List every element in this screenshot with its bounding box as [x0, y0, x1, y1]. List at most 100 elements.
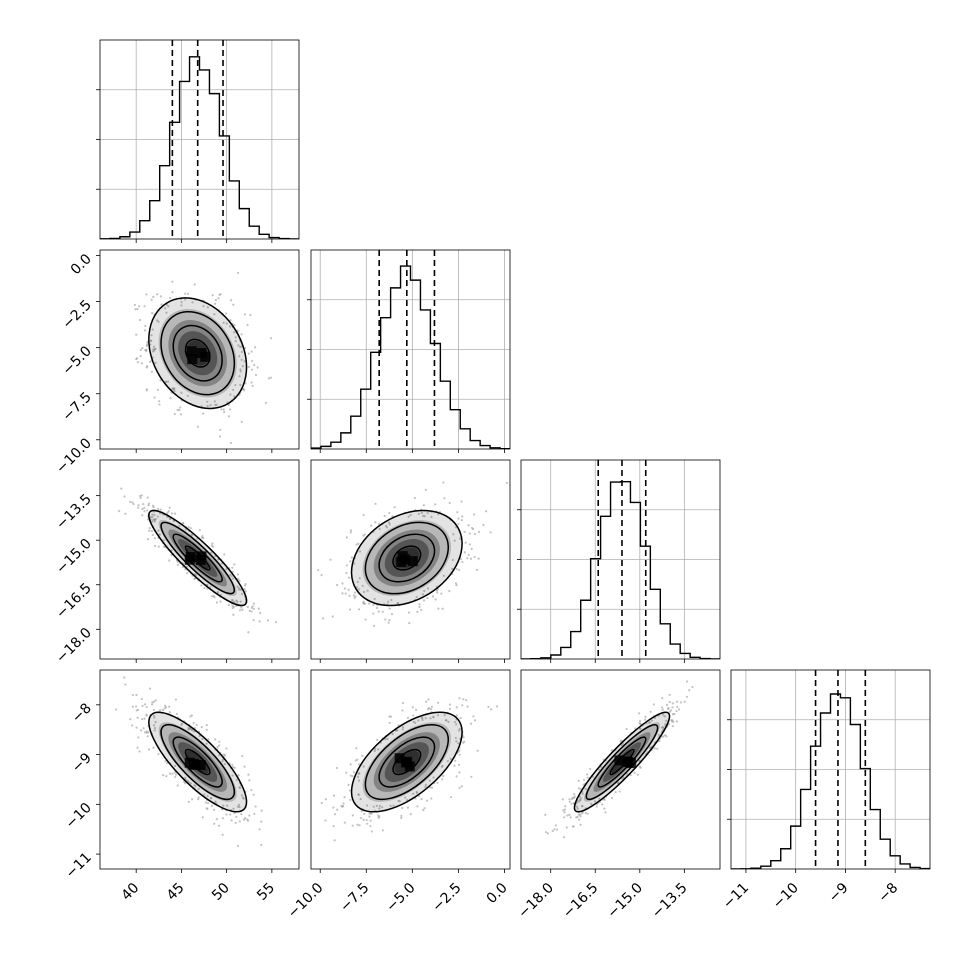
scatter-point — [232, 303, 235, 306]
scatter-point — [206, 404, 209, 408]
scatter-point — [135, 726, 138, 729]
scatter-point — [600, 803, 604, 806]
scatter-point — [477, 530, 481, 534]
scatter-point — [451, 558, 454, 562]
scatter-point — [638, 722, 641, 725]
panel-content — [320, 697, 499, 842]
scatter-point — [152, 708, 155, 711]
scatter-point — [353, 596, 356, 599]
scatter-point — [120, 487, 123, 490]
scatter-point — [487, 705, 490, 708]
scatter-point — [457, 517, 460, 520]
panel-content — [544, 680, 694, 839]
scatter-point — [363, 812, 366, 816]
contour-line — [364, 521, 450, 595]
scatter-point — [230, 299, 233, 302]
scatter-point — [131, 705, 134, 708]
scatter-point — [320, 801, 323, 805]
scatter-point — [671, 702, 674, 705]
scatter-point — [356, 775, 360, 778]
contour-line — [160, 723, 236, 801]
scatter-point — [243, 313, 247, 316]
scatter-point — [388, 511, 391, 515]
scatter-point — [370, 830, 373, 833]
scatter-point — [131, 693, 134, 697]
scatter-point — [335, 766, 338, 770]
scatter-point — [429, 717, 432, 720]
scatter-point — [426, 512, 429, 515]
scatter-point — [416, 610, 419, 613]
scatter-point — [679, 701, 683, 704]
scatter-point — [420, 798, 423, 801]
scatter-point — [422, 504, 425, 507]
scatter-point — [164, 760, 167, 763]
y-tick-label: −15.0 — [53, 536, 95, 578]
scatter-point — [443, 497, 446, 500]
scatter-point — [157, 529, 160, 532]
scatter-point — [184, 776, 187, 779]
scatter-point — [234, 340, 237, 343]
scatter-point — [397, 799, 400, 802]
scatter-point — [206, 794, 209, 798]
scatter-point — [457, 763, 461, 766]
scatter-point — [163, 307, 167, 310]
scatter-point — [463, 530, 466, 534]
scatter-point — [250, 350, 253, 353]
scatter-point — [198, 529, 201, 532]
scatter-point — [407, 611, 411, 614]
scatter-point — [140, 362, 144, 365]
scatter-point — [366, 589, 369, 592]
scatter-point — [322, 617, 325, 620]
scatter-point — [333, 813, 337, 816]
scatter-point — [226, 804, 229, 807]
scatter-point — [455, 740, 458, 743]
scatter-point — [193, 283, 196, 286]
scatter-point — [372, 612, 375, 615]
scatter-point — [349, 560, 352, 563]
scatter-point — [456, 511, 459, 514]
scatter-point — [129, 718, 132, 721]
scatter-point — [220, 408, 223, 411]
scatter-point — [146, 496, 149, 499]
scatter-point — [343, 821, 346, 824]
scatter-point — [167, 510, 170, 513]
y-tick-label: −11 — [63, 850, 95, 882]
scatter-point — [151, 311, 154, 315]
scatter-point — [241, 754, 244, 758]
scatter-point — [221, 817, 225, 820]
scatter-point — [448, 707, 452, 710]
scatter-point — [149, 343, 152, 346]
scatter-point — [429, 707, 433, 711]
scatter-point — [244, 590, 247, 593]
scatter-point — [169, 397, 172, 400]
scatter-point — [222, 408, 225, 411]
scatter-point — [372, 603, 375, 606]
scatter-point — [462, 736, 465, 739]
scatter-point — [238, 609, 242, 612]
scatter-point — [356, 823, 359, 826]
scatter-point — [469, 557, 473, 560]
scatter-point — [225, 747, 228, 750]
scatter-point — [454, 582, 458, 585]
scatter-point — [217, 824, 221, 827]
scatter-point — [377, 748, 380, 751]
scatter-point — [225, 568, 228, 571]
scatter-point — [219, 428, 222, 431]
scatter-point — [669, 709, 673, 712]
scatter-point — [453, 539, 456, 542]
scatter-point — [359, 816, 362, 820]
scatter-point — [614, 790, 617, 794]
density-core — [407, 556, 418, 567]
scatter-point — [165, 311, 168, 314]
scatter-point — [648, 721, 652, 724]
scatter-point — [356, 580, 359, 583]
scatter-point — [556, 828, 559, 831]
scatter-point — [349, 531, 352, 534]
scatter-point — [254, 373, 258, 377]
panel-frame — [99, 249, 300, 450]
contour-line — [350, 711, 463, 813]
scatter-point — [213, 302, 217, 305]
scatter-point — [171, 291, 174, 294]
scatter-point — [415, 790, 418, 793]
scatter-point — [176, 560, 180, 564]
